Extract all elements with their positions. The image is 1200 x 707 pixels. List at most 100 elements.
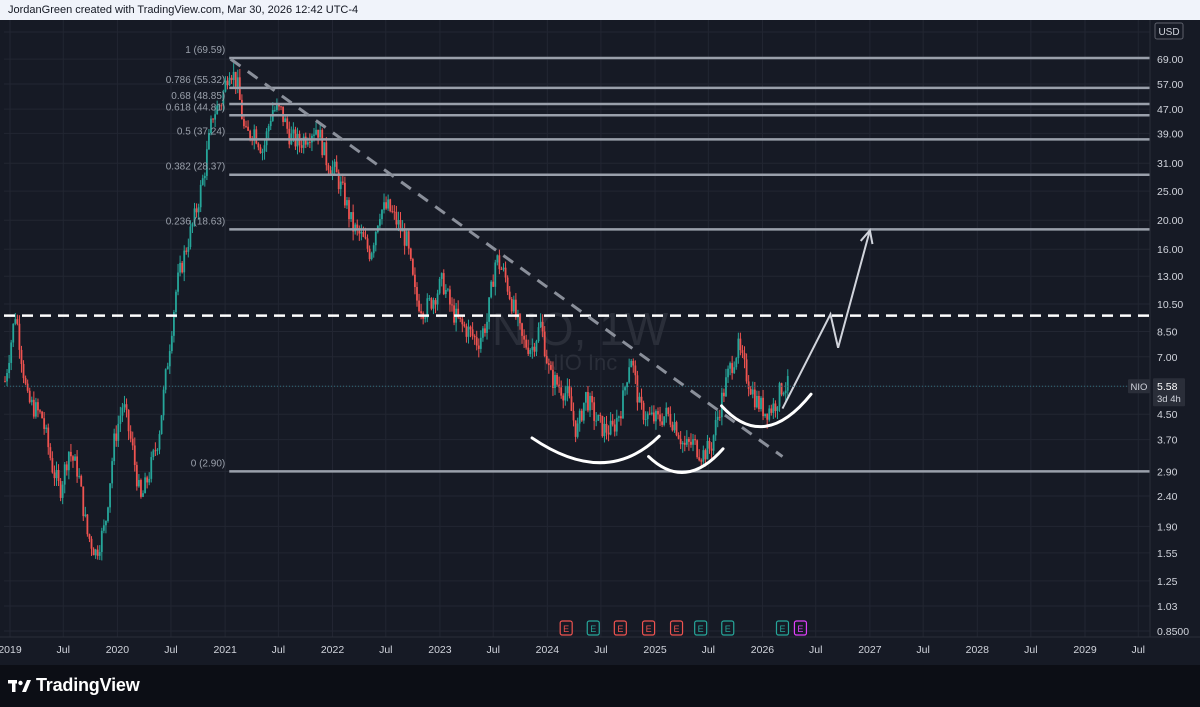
candle-body: [535, 341, 538, 352]
time-tick-label: 2020: [106, 644, 130, 656]
earnings-marker[interactable]: E: [559, 620, 573, 636]
time-tick-label: 2024: [536, 644, 560, 656]
candle-body: [574, 420, 577, 437]
earnings-marker[interactable]: E: [721, 620, 735, 636]
candle-body: [214, 114, 217, 120]
projection-arrowhead: [859, 228, 874, 245]
candle-body: [173, 312, 175, 336]
candle-body: [158, 434, 161, 450]
time-tick-label: Jul: [594, 644, 607, 656]
candle-body: [201, 178, 204, 185]
candle-body: [578, 410, 581, 424]
price-tick-label: 47.00: [1157, 104, 1183, 116]
price-tick-label: 31.00: [1157, 158, 1183, 170]
candle-body: [642, 402, 645, 420]
candle-body: [12, 323, 15, 343]
candle-body: [613, 424, 616, 432]
export-header: JordanGreen created with TradingView.com…: [0, 0, 1200, 20]
candle-body: [531, 346, 534, 350]
candle-body: [379, 219, 381, 226]
candle-body: [49, 447, 52, 459]
earnings-marker[interactable]: E: [613, 620, 627, 636]
time-tick-label: Jul: [272, 644, 285, 656]
candle-body: [121, 407, 124, 416]
candle-body: [449, 289, 451, 305]
candle-body: [331, 166, 334, 174]
fib-level-label: 0.786 (55.32): [166, 75, 226, 86]
price-tick-label: 2.90: [1157, 466, 1178, 478]
earnings-marker[interactable]: E: [775, 620, 790, 636]
candle-body: [387, 199, 390, 209]
candle-body: [492, 281, 495, 287]
earnings-marker[interactable]: E: [641, 620, 656, 636]
candle-body: [164, 369, 167, 390]
earnings-marker[interactable]: E: [694, 620, 708, 636]
candle-body: [442, 273, 445, 295]
candle-body: [269, 120, 272, 127]
candle-body: [247, 126, 249, 131]
candle-body: [572, 410, 575, 421]
candle-body: [622, 390, 624, 419]
candle-body: [315, 129, 317, 135]
candle-body: [434, 300, 437, 305]
candle-body: [216, 105, 219, 115]
candle-body: [34, 402, 37, 417]
candle-body: [362, 232, 365, 237]
candle-body: [729, 363, 731, 369]
candle-body: [319, 129, 322, 138]
candle-body: [409, 248, 412, 260]
earnings-marker-box: [559, 620, 573, 636]
earnings-marker[interactable]: E: [586, 620, 600, 636]
candle-body: [430, 298, 433, 309]
candle-body: [107, 507, 109, 521]
candle-body: [704, 450, 707, 460]
candle-body: [628, 367, 631, 383]
candle-body: [519, 314, 521, 324]
candle-body: [329, 170, 332, 174]
candle-body: [451, 304, 453, 306]
candle-body: [350, 212, 352, 220]
candle-body: [539, 321, 542, 328]
candle-body: [688, 438, 690, 442]
chart-area[interactable]: NIO, 1W NIO Inc 1 (69.59) 0.786 (55.32) 0.68…: [0, 20, 1200, 665]
candle-body: [253, 129, 256, 141]
candle-body: [591, 395, 593, 403]
candle-body: [521, 323, 523, 336]
candle-body: [432, 300, 435, 309]
candle-body: [300, 145, 303, 148]
candle-body: [20, 349, 23, 364]
earnings-marker[interactable]: E: [669, 620, 684, 636]
candle-body: [96, 549, 99, 556]
fib-level-label: 0.68 (48.85): [171, 91, 225, 102]
earnings-marker-box: [669, 620, 684, 636]
currency-badge[interactable]: USD: [1154, 22, 1184, 40]
candle-body: [496, 255, 499, 263]
fib-level-label: 0.618 (44.81): [166, 102, 226, 113]
footer-bar: TradingView: [0, 665, 1200, 707]
candle-body: [166, 366, 169, 370]
candle-body: [304, 136, 307, 145]
candle-body: [714, 419, 717, 436]
candle-body: [131, 438, 134, 446]
candle-body: [313, 134, 315, 136]
candle-body: [113, 433, 116, 462]
candle-body: [10, 342, 13, 363]
candle-body: [78, 476, 81, 477]
currency-badge-box: [1154, 22, 1184, 40]
candle-body: [123, 404, 126, 408]
candle-body: [648, 413, 651, 415]
rounding-bottom-arc: [647, 447, 725, 474]
candle-body: [115, 433, 118, 441]
earnings-marker[interactable]: E: [793, 620, 808, 636]
candle-body: [90, 538, 93, 549]
candle-body: [109, 483, 111, 508]
candle-body: [723, 392, 725, 397]
candle-body: [144, 477, 146, 494]
candle-body: [502, 267, 505, 270]
last-price-value: 5.58: [1157, 381, 1178, 393]
candle-body: [127, 409, 130, 432]
candle-body: [72, 456, 74, 461]
candle-body: [514, 299, 517, 318]
